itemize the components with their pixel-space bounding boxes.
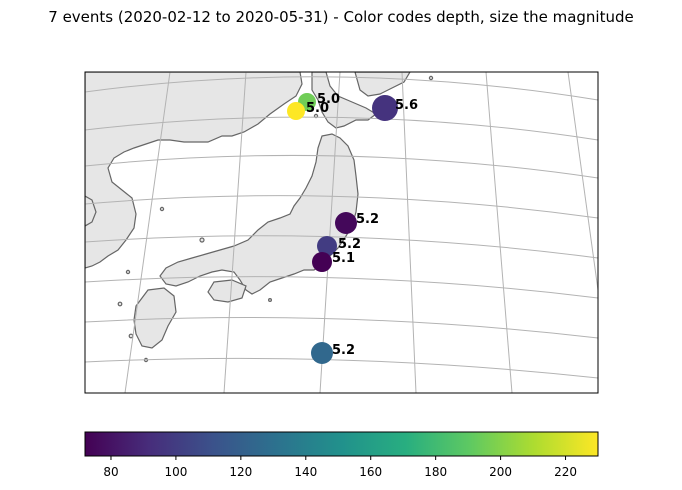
event-marker (372, 95, 398, 121)
colorbar-tick-label: 140 (294, 465, 317, 479)
land-island-8 (428, 75, 434, 81)
colorbar-tick-label: 120 (229, 465, 252, 479)
colorbar-tick-label: 220 (554, 465, 577, 479)
colorbar-tick-label: 180 (424, 465, 447, 479)
colorbar-tick-label: 80 (103, 465, 118, 479)
event-magnitude-label: 5.2 (338, 237, 361, 252)
land-kyushu (133, 287, 177, 349)
event-magnitude-label: 5.6 (395, 98, 418, 113)
land-island-4 (117, 301, 123, 307)
land-island-3 (125, 269, 131, 275)
event-magnitude-label: 5.0 (317, 92, 340, 107)
colorbar-gradient (84, 431, 599, 457)
map-title: 7 events (2020-02-12 to 2020-05-31) - Co… (48, 8, 634, 26)
land-shikoku (207, 279, 247, 303)
colorbar-tick-label: 100 (164, 465, 187, 479)
event-marker (287, 102, 305, 120)
land-island-7 (268, 298, 273, 303)
land-hokkaido (311, 72, 378, 129)
land-island-1 (159, 206, 165, 212)
event-marker (311, 342, 333, 364)
map-frame (84, 71, 599, 394)
event-magnitude-label: 5.2 (356, 212, 379, 227)
colorbar-tick-label: 160 (359, 465, 382, 479)
earthquake-map: 5.05.0 5.65.25.25.15.2 (84, 71, 599, 394)
event-marker (317, 236, 337, 256)
land-asia-mainland (85, 72, 303, 269)
event-magnitude-label: 5.2 (332, 343, 355, 358)
graticule (85, 72, 598, 393)
event-magnitude-label: 5.0 (306, 101, 329, 116)
colorbar-tick-label: 200 (489, 465, 512, 479)
colorbar-ticks: 80 100 120 140 160 180 200 220 (103, 456, 577, 479)
event-magnitude-label: 5.1 (332, 251, 355, 266)
land-island-2 (199, 237, 205, 243)
events-layer: 5.05.0 5.65.25.25.15.2 (287, 92, 418, 364)
event-marker (312, 252, 332, 272)
event-marker (335, 212, 357, 234)
